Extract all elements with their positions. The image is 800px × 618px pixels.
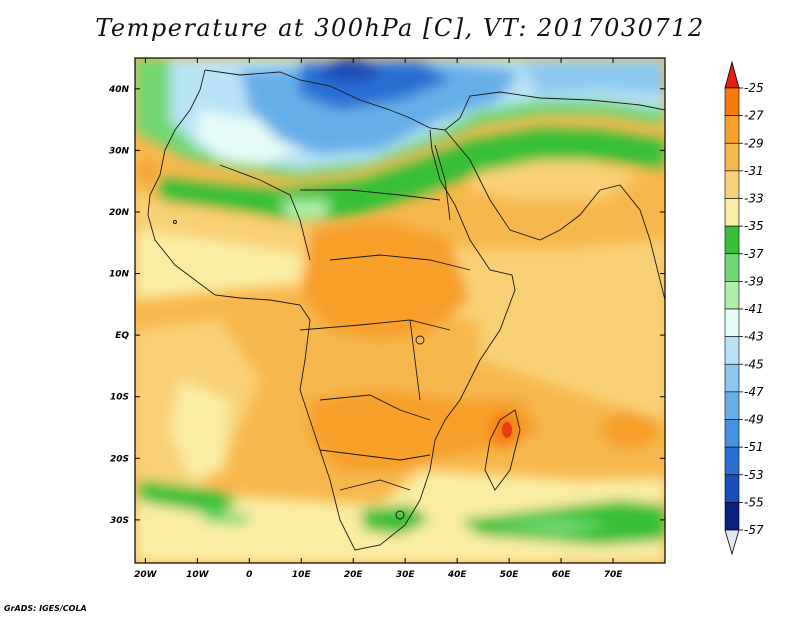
lat-tick-label: 10S — [110, 393, 129, 403]
colorbar-segment — [724, 474, 740, 503]
colorbar-segment — [724, 336, 740, 365]
colorbar-label: -49 — [744, 413, 764, 427]
colorbar-label: -27 — [744, 109, 764, 123]
colorbar-segment — [724, 281, 740, 310]
colorbar-label: -31 — [744, 164, 764, 178]
map-frame — [134, 57, 666, 564]
coastlines — [147, 69, 665, 551]
colorbar-label: -33 — [744, 192, 764, 206]
lat-tick-label: 40N — [108, 85, 130, 95]
lat-tick-label: 10N — [109, 270, 130, 280]
lat-tick-label: 20N — [109, 208, 130, 218]
latitude-labels: 40N 30N 20N 10N EQ 10S 20S 30S — [108, 85, 130, 526]
lon-tick-label: 0 — [246, 570, 252, 580]
colorbar-label: -29 — [744, 136, 764, 150]
colorbar-segment — [724, 142, 740, 172]
colorbar-top-arrow — [724, 60, 740, 89]
colorbar-segment — [724, 225, 740, 255]
plot-title: Temperature at 300hPa [C], VT: 201703071… — [95, 14, 705, 42]
lon-tick-label: 10E — [292, 570, 312, 580]
colorbar-segment — [724, 419, 740, 448]
colorbar-label: -53 — [744, 468, 764, 482]
colorbar-label: -55 — [744, 495, 764, 509]
colorbar-segment — [724, 363, 740, 393]
colorbar-label: -41 — [744, 302, 764, 316]
colorbar-segment — [724, 391, 740, 420]
lat-tick-label: 30N — [109, 146, 130, 156]
colorbar-label: -43 — [744, 330, 764, 344]
colorbar-bottom-arrow — [724, 529, 740, 556]
lat-tick-label: 30S — [110, 516, 129, 526]
colorbar-label: -39 — [744, 274, 764, 288]
colorbar: -25 -27 -29 -31 -33 -35 -37 -39 -41 -43 -45 -47 -49 -… — [724, 60, 764, 556]
colorbar-segment — [724, 170, 740, 199]
longitude-labels: 20W 10W 0 10E 20E 30E 40E 50E 60E 70E — [134, 570, 623, 580]
colorbar-segment — [724, 446, 740, 476]
colorbar-label: -37 — [744, 247, 764, 261]
colorbar-segment — [724, 198, 740, 227]
colorbar-label: -57 — [744, 523, 764, 537]
colorbar-segment — [724, 502, 740, 531]
lon-tick-label: 60E — [552, 570, 572, 580]
colorbar-label: -35 — [744, 219, 764, 233]
lon-tick-label: 10W — [186, 570, 210, 580]
colorbar-segment — [724, 308, 740, 337]
colorbar-segment — [724, 87, 740, 116]
lon-tick-label: 40E — [447, 570, 468, 580]
axis-ticks — [135, 58, 665, 563]
colorbar-label: -51 — [744, 440, 764, 454]
lon-tick-label: 20E — [344, 570, 364, 580]
colorbar-label: -45 — [744, 357, 764, 371]
colorbar-label: -25 — [744, 81, 764, 95]
lon-tick-label: 70E — [604, 570, 624, 580]
colorbar-label: -47 — [744, 385, 764, 399]
colorbar-segment — [724, 253, 740, 282]
lon-tick-label: 30E — [396, 570, 416, 580]
colorbar-segment — [724, 115, 740, 144]
credit-text: GrADS: IGES/COLA — [4, 604, 87, 613]
lon-tick-label: 50E — [500, 570, 520, 580]
lat-tick-label: 20S — [110, 454, 129, 464]
lat-tick-label: EQ — [115, 331, 129, 341]
lon-tick-label: 20W — [134, 570, 158, 580]
temperature-field — [135, 58, 665, 563]
